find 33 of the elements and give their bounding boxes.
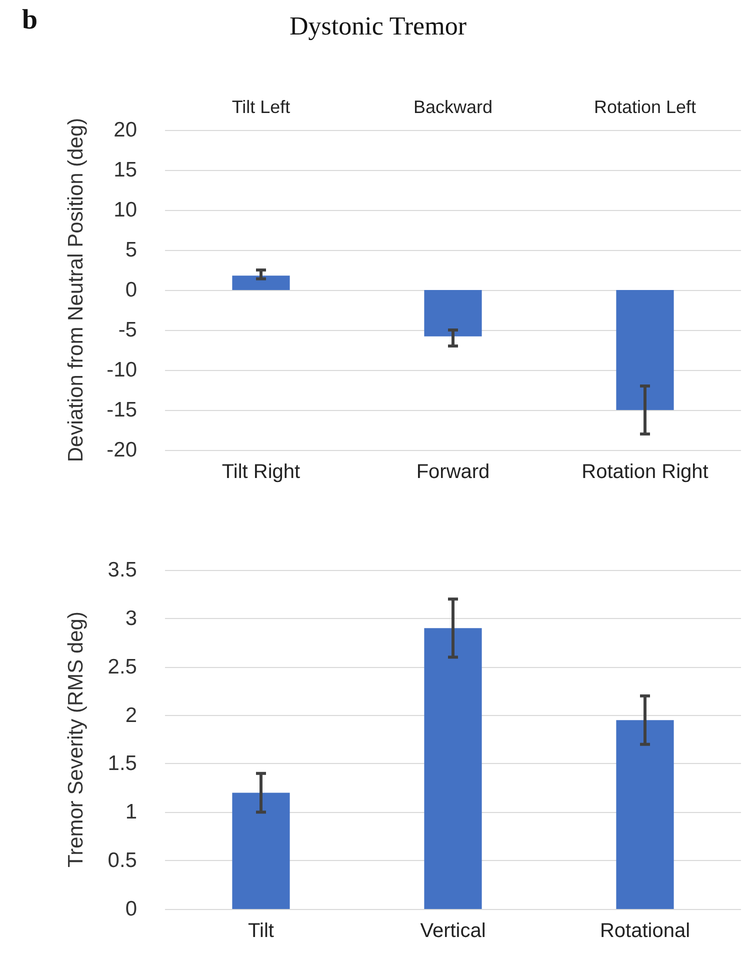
x-tick-label: Tilt Right bbox=[222, 461, 301, 483]
x-tick-label: Forward bbox=[416, 461, 490, 483]
x-tick-label: Vertical bbox=[420, 920, 486, 942]
y-tick-label: 1 bbox=[125, 800, 137, 824]
x-tick-label: Rotation Right bbox=[582, 461, 709, 483]
bar bbox=[424, 628, 482, 909]
bar bbox=[616, 720, 674, 909]
y-axis-title: Tremor Severity (RMS deg) bbox=[64, 612, 88, 868]
x-tick-label: Tilt bbox=[248, 920, 274, 942]
y-axis-title: Deviation from Neutral Position (deg) bbox=[64, 118, 88, 462]
y-tick-label: 20 bbox=[114, 118, 137, 142]
y-tick-label: 10 bbox=[114, 198, 137, 222]
y-tick-label: 3.5 bbox=[108, 558, 137, 582]
y-tick-label: 3 bbox=[125, 606, 137, 630]
text: Tilt Left bbox=[232, 97, 290, 117]
y-tick-label: -10 bbox=[106, 358, 137, 382]
bar bbox=[232, 792, 290, 909]
y-tick-label: 0 bbox=[125, 278, 137, 302]
y-tick-label: -5 bbox=[118, 318, 137, 342]
y-tick-label: 15 bbox=[114, 158, 137, 182]
y-tick-label: 0.5 bbox=[108, 849, 137, 872]
text: Rotation Left bbox=[594, 97, 696, 117]
y-tick-label: -15 bbox=[106, 398, 137, 422]
y-tick-label: -20 bbox=[106, 438, 137, 462]
y-tick-label: 2.5 bbox=[108, 655, 137, 678]
y-tick-label: 1.5 bbox=[108, 752, 137, 776]
y-tick-label: 0 bbox=[125, 898, 137, 920]
text: Backward bbox=[413, 97, 493, 117]
y-tick-label: 2 bbox=[125, 704, 137, 727]
y-tick-label: 5 bbox=[125, 238, 137, 262]
chart-title: Dystonic Tremor bbox=[290, 12, 467, 40]
text: b bbox=[22, 4, 38, 36]
x-tick-label: Rotational bbox=[600, 920, 690, 942]
